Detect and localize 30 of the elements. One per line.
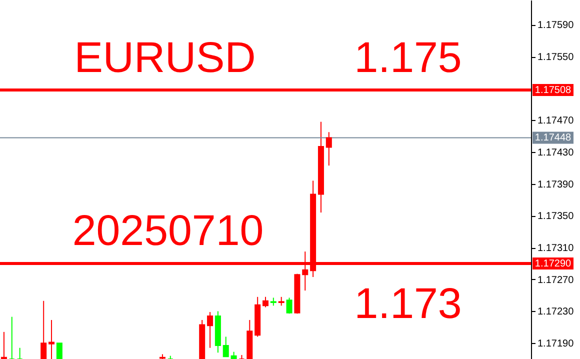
y-tick-label: 1.17230 xyxy=(538,306,574,318)
y-tick-label: 1.17470 xyxy=(538,116,574,127)
candlestick xyxy=(40,300,47,359)
candlestick xyxy=(222,336,229,358)
annotation: 1.175 xyxy=(354,34,462,82)
y-tick-label: 1.17310 xyxy=(538,243,574,254)
y-tick-label: 1.17590 xyxy=(538,20,574,32)
candlestick xyxy=(167,355,174,359)
candlestick xyxy=(48,319,55,359)
annotation: 20250710 xyxy=(72,207,264,255)
y-tick-label: 1.17350 xyxy=(538,211,574,222)
candlestick xyxy=(207,312,214,348)
candlestick xyxy=(262,296,268,308)
candlestick xyxy=(8,316,15,359)
y-tick-label: 1.17270 xyxy=(538,274,574,286)
candlestick xyxy=(56,342,62,359)
ref-line-label: 1.17448 xyxy=(534,132,572,144)
candlestick xyxy=(0,331,7,359)
y-tick-label: 1.17430 xyxy=(538,148,574,159)
y-tick-label: 1.17390 xyxy=(538,179,574,190)
ref-line-label: 1.17508 xyxy=(534,84,572,96)
candlestick xyxy=(326,132,332,166)
candlestick xyxy=(286,297,292,314)
annotation: EURUSD xyxy=(74,34,256,82)
ref-line-label: 1.17290 xyxy=(534,258,572,270)
y-tick-label: 1.17190 xyxy=(538,338,574,350)
candlestick xyxy=(238,354,245,359)
annotation: 1.173 xyxy=(354,280,462,328)
y-tick-label: 1.17550 xyxy=(538,52,574,64)
candlestick xyxy=(16,347,23,359)
